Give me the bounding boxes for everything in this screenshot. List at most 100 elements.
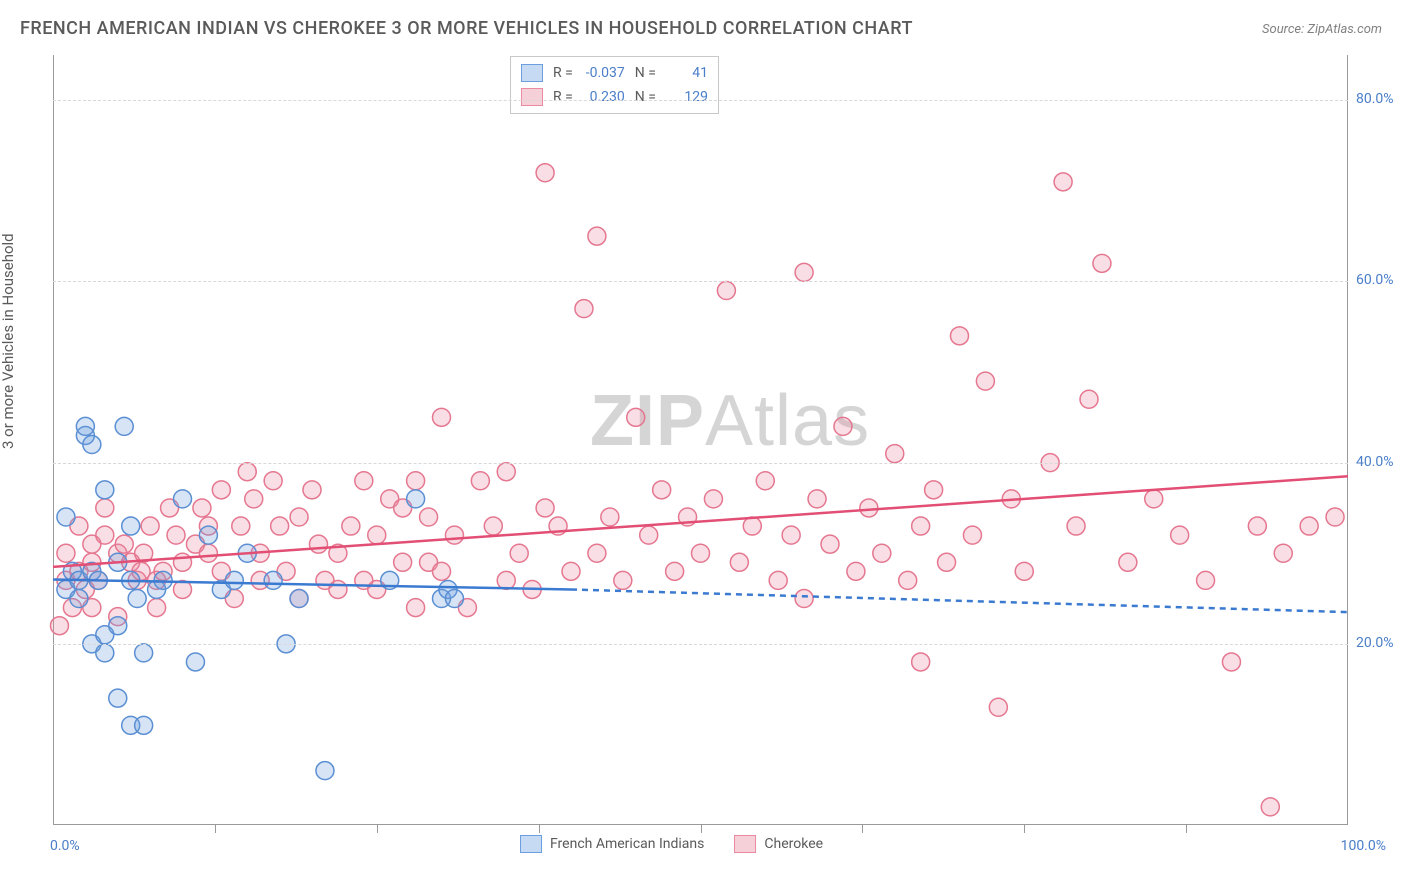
scatter-point (1222, 653, 1240, 671)
scatter-point (96, 644, 114, 662)
x-tick (1186, 825, 1187, 833)
r-label-blue: R = (553, 65, 573, 81)
scatter-point (834, 417, 852, 435)
scatter-point (1015, 562, 1033, 580)
scatter-point (290, 590, 308, 608)
scatter-point (109, 689, 127, 707)
swatch-pink-bottom (734, 835, 756, 853)
r-value-pink: 0.230 (579, 89, 625, 105)
scatter-point (212, 481, 230, 499)
swatch-blue (521, 64, 543, 82)
scatter-point (407, 490, 425, 508)
scatter-point (264, 571, 282, 589)
scatter-point (128, 590, 146, 608)
scatter-point (109, 617, 127, 635)
x-tick (539, 825, 540, 833)
y-tick-label: 40.0% (1356, 454, 1394, 470)
scatter-point (167, 526, 185, 544)
n-value-pink: 129 (662, 89, 708, 105)
scatter-point (135, 716, 153, 734)
correlation-legend: R = -0.037 N = 41 R = 0.230 N = 129 (510, 56, 719, 114)
chart-title: FRENCH AMERICAN INDIAN VS CHEROKEE 3 OR … (20, 18, 913, 39)
scatter-point (238, 463, 256, 481)
scatter-point (96, 499, 114, 517)
scatter-point (70, 590, 88, 608)
x-tick (215, 825, 216, 833)
scatter-point (808, 490, 826, 508)
scatter-point (575, 300, 593, 318)
scatter-point (290, 508, 308, 526)
scatter-point (989, 698, 1007, 716)
gridline (53, 281, 1348, 282)
scatter-point (1261, 798, 1279, 816)
r-label-pink: R = (553, 89, 573, 105)
scatter-point (225, 571, 243, 589)
legend-row-pink: R = 0.230 N = 129 (521, 85, 708, 109)
scatter-point (497, 463, 515, 481)
scatter-point (420, 508, 438, 526)
scatter-point (562, 562, 580, 580)
scatter-point (433, 408, 451, 426)
x-tick (862, 825, 863, 833)
scatter-point (1300, 517, 1318, 535)
scatter-point (717, 282, 735, 300)
scatter-point (329, 580, 347, 598)
y-tick-label: 20.0% (1356, 635, 1394, 651)
x-tick (377, 825, 378, 833)
scatter-point (1067, 517, 1085, 535)
scatter-point (1093, 254, 1111, 272)
scatter-point (303, 481, 321, 499)
scatter-point (756, 472, 774, 490)
legend-item-blue: French American Indians (520, 835, 704, 853)
legend-label-blue: French American Indians (550, 836, 704, 852)
scatter-point (938, 553, 956, 571)
scatter-point (692, 544, 710, 562)
x-tick (1024, 825, 1025, 833)
scatter-point (536, 164, 554, 182)
scatter-point (199, 544, 217, 562)
scatter-point (640, 526, 658, 544)
legend-item-pink: Cherokee (734, 835, 823, 853)
scatter-point (96, 481, 114, 499)
x-tick-label-left: 0.0% (50, 838, 80, 854)
scatter-point (497, 571, 515, 589)
scatter-point (1080, 390, 1098, 408)
scatter-point (588, 227, 606, 245)
scatter-point (141, 517, 159, 535)
n-label-blue: N = (635, 65, 656, 81)
scatter-point (614, 571, 632, 589)
scatter-point (536, 499, 554, 517)
scatter-point (57, 508, 75, 526)
scatter-point (1197, 571, 1215, 589)
scatter-point (1326, 508, 1344, 526)
scatter-point (445, 590, 463, 608)
scatter-point (1119, 553, 1137, 571)
scatter-point (115, 417, 133, 435)
scatter-point (873, 544, 891, 562)
scatter-point (264, 472, 282, 490)
x-tick-label-right: 100.0% (1341, 838, 1386, 854)
scatter-point (355, 472, 373, 490)
y-axis-label: 3 or more Vehicles in Household (0, 233, 17, 449)
gridline (53, 644, 1348, 645)
scatter-point (407, 472, 425, 490)
scatter-point (1054, 173, 1072, 191)
scatter-point (174, 553, 192, 571)
scatter-point (782, 526, 800, 544)
scatter-point (704, 490, 722, 508)
scatter-point (821, 535, 839, 553)
gridline (53, 100, 1348, 101)
scatter-point (50, 617, 68, 635)
y-tick-label: 60.0% (1356, 272, 1394, 288)
scatter-point (135, 644, 153, 662)
scatter-point (57, 544, 75, 562)
gridline (53, 463, 1348, 464)
scatter-point (232, 517, 250, 535)
scatter-point (601, 508, 619, 526)
scatter-point (963, 526, 981, 544)
scatter-point (743, 517, 761, 535)
scatter-point (510, 544, 528, 562)
r-value-blue: -0.037 (579, 65, 625, 81)
scatter-point (83, 436, 101, 454)
scatter-point (316, 762, 334, 780)
